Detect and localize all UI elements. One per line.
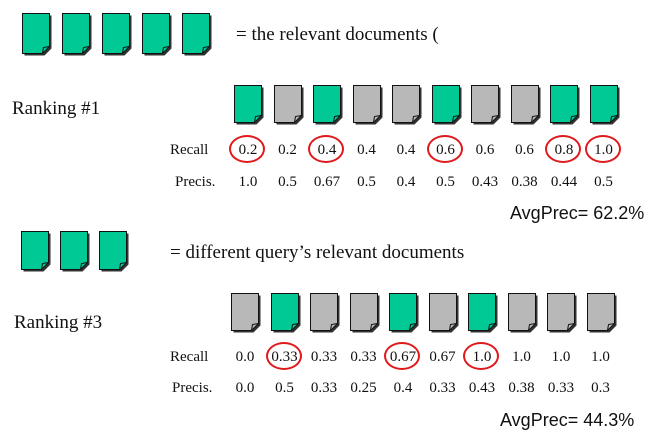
document-icon-relevant-9	[589, 85, 620, 130]
recall-value: 0.6	[515, 142, 534, 158]
legend-other-query-text: = different query’s relevant documents	[170, 242, 465, 263]
ranking-1-section: Ranking #1 Recall 0.2 0.2 0.4 0.4 0.4 0.6 0.6 0…	[0, 80, 666, 230]
document-icon-relevant-8	[550, 85, 580, 130]
document-icon-nonrelevant-1	[273, 85, 304, 130]
document-icon-relevant-1	[62, 13, 92, 61]
document-icon-nonrelevant-5	[428, 293, 459, 338]
recall-highlight-circle	[229, 135, 265, 163]
document-icon-nonrelevant-7	[510, 85, 541, 130]
document-icon-nonrelevant-2	[310, 293, 340, 338]
document-icon-nonrelevant-4	[392, 85, 422, 130]
legend-relevant-text: = the relevant documents (	[236, 24, 439, 45]
document-icon-relevant-1	[60, 231, 90, 277]
ranking-1-recall-label: Recall	[170, 142, 209, 158]
document-icon-relevant-2	[313, 85, 343, 130]
ranking-1-avgprec: AvgPrec= 62.2%	[510, 203, 645, 223]
ranking-3-avgprec: AvgPrec= 44.3%	[500, 410, 635, 430]
document-icon-relevant-4	[182, 13, 212, 61]
legend-other-query-docs: = different query’s relevant documents	[0, 226, 666, 276]
document-icon-nonrelevant-9	[586, 293, 617, 338]
recall-value: 0.2	[278, 142, 297, 158]
precision-value: 0.0	[235, 380, 255, 396]
precision-value: 0.43	[468, 380, 496, 396]
precision-value: 0.44	[550, 174, 578, 190]
recall-value: 0.6	[475, 142, 495, 158]
recall-value: 1.0	[591, 349, 610, 365]
recall-highlight-circle	[545, 135, 581, 163]
recall-highlight-circle	[308, 135, 344, 163]
document-icon-nonrelevant-7	[507, 293, 538, 338]
document-icon-relevant-0	[21, 231, 51, 277]
legend-relevant-docs: = the relevant documents (	[0, 0, 666, 60]
precision-value: 0.5	[275, 380, 294, 396]
recall-highlight-circle	[584, 135, 621, 163]
precision-value: 1.0	[238, 174, 258, 190]
precision-value: 0.38	[508, 380, 535, 396]
document-icon-relevant-2	[99, 231, 129, 277]
document-icon-nonrelevant-8	[547, 293, 577, 338]
ranking-3-recall-label: Recall	[170, 349, 209, 365]
ranking-3-precision-label: Precis.	[172, 380, 213, 396]
document-icon-nonrelevant-3	[352, 85, 383, 130]
precision-value: 0.38	[511, 174, 538, 190]
document-icon-relevant-3	[142, 13, 172, 61]
document-icon-relevant-6	[468, 293, 498, 338]
precision-value: 0.5	[357, 174, 376, 190]
recall-value: 0.4	[357, 142, 376, 158]
document-icon-nonrelevant-6	[471, 85, 501, 130]
precision-value: 0.33	[429, 380, 456, 396]
recall-highlight-circle	[265, 342, 302, 370]
recall-value: 1.0	[512, 349, 531, 365]
document-icon-relevant-1	[270, 293, 301, 338]
precision-value: 0.5	[436, 174, 455, 190]
precision-value: 0.33	[310, 380, 338, 396]
precision-value: 0.4	[393, 380, 413, 396]
precision-value: 0.5	[278, 174, 297, 190]
recall-highlight-circle	[463, 342, 499, 370]
precision-value: 0.43	[471, 174, 499, 190]
recall-value: 1.0	[551, 349, 571, 365]
document-icon-nonrelevant-3	[349, 293, 380, 338]
recall-value: 0.0	[235, 349, 255, 365]
document-icon-relevant-0	[234, 85, 264, 130]
precision-value: 0.3	[591, 380, 610, 396]
recall-value: 0.33	[310, 349, 338, 365]
ranking-1-precision-label: Precis.	[175, 174, 216, 190]
document-icon-nonrelevant-0	[231, 293, 261, 338]
recall-value: 0.67	[429, 349, 456, 365]
precision-value: 0.4	[396, 174, 416, 190]
precision-value: 0.67	[313, 174, 341, 190]
recall-value: 0.4	[396, 142, 416, 158]
ranking-3-label: Ranking #3	[14, 312, 103, 333]
precision-value: 0.33	[547, 380, 575, 396]
recall-highlight-circle	[384, 342, 420, 370]
document-icon-relevant-2	[102, 13, 132, 61]
document-icon-relevant-5	[431, 85, 462, 130]
ranking-3-section: Ranking #3 Recall 0.0 0.33 0.33 0.33 0.67 0.6…	[0, 290, 666, 440]
precision-value: 0.5	[594, 174, 613, 190]
recall-highlight-circle	[426, 135, 463, 163]
recall-value: 0.33	[350, 349, 377, 365]
document-icon-relevant-4	[389, 293, 419, 338]
precision-value: 0.25	[350, 380, 377, 396]
ranking-1-label: Ranking #1	[12, 98, 101, 119]
document-icon-relevant-0	[22, 13, 52, 61]
